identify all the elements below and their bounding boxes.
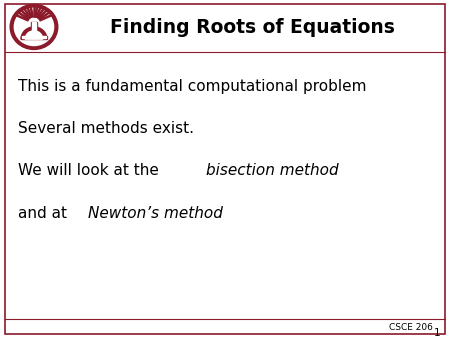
Text: CSCE 206: CSCE 206 [389, 323, 433, 332]
Bar [31, 22, 37, 38]
Text: 1: 1 [434, 328, 441, 338]
Bar [32, 22, 36, 38]
Circle shape [10, 4, 58, 49]
Text: We will look at the: We will look at the [18, 163, 164, 178]
Text: bisection method: bisection method [206, 163, 339, 178]
Wedge shape [25, 31, 43, 39]
Text: Finding Roots of Equations: Finding Roots of Equations [109, 18, 395, 37]
Circle shape [14, 8, 54, 46]
Text: Newton’s method: Newton’s method [87, 206, 222, 221]
Wedge shape [21, 27, 47, 39]
Text: This is a fundamental computational problem: This is a fundamental computational prob… [18, 79, 366, 94]
Text: Several methods exist.: Several methods exist. [18, 121, 194, 136]
Bar [21, 36, 47, 39]
Bar [22, 37, 46, 39]
Text: and at: and at [18, 206, 72, 221]
